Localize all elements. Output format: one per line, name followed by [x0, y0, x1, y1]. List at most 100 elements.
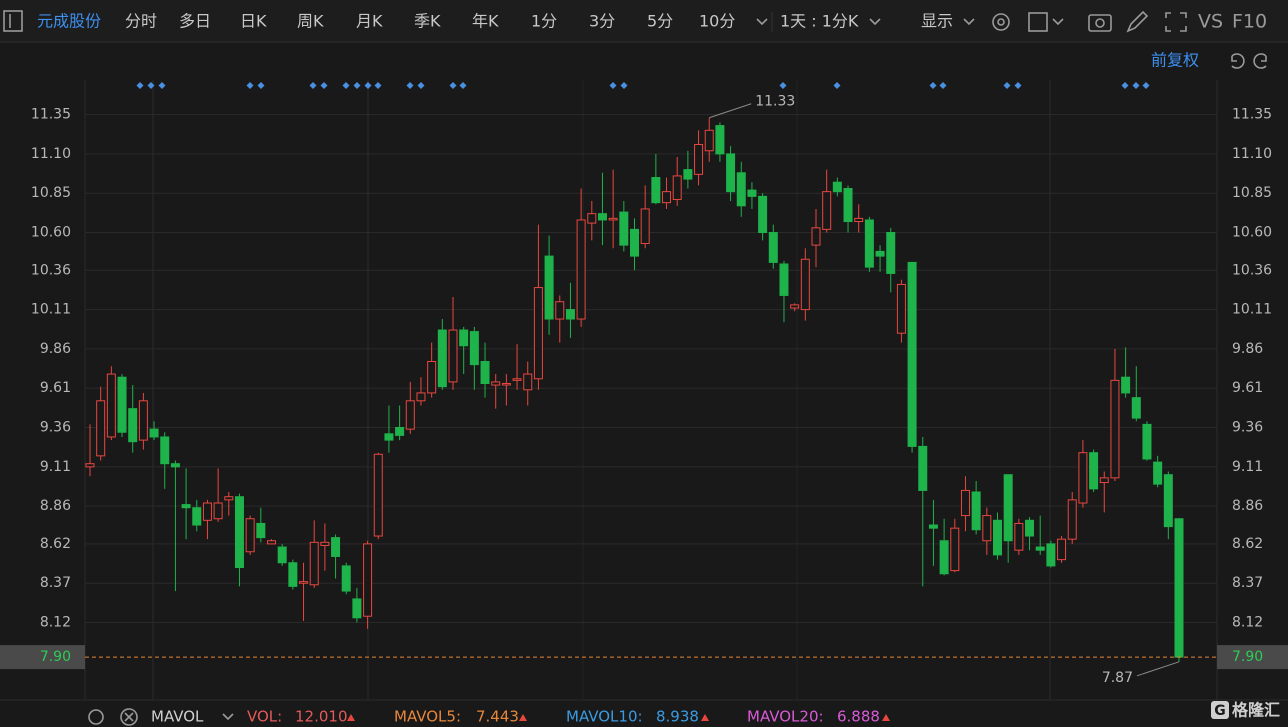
event-diamond [929, 82, 937, 89]
y-tick-label: 11.10 [31, 146, 71, 162]
redo-icon[interactable] [1253, 53, 1267, 69]
event-diamond [309, 82, 317, 89]
candle-body [437, 329, 447, 388]
period-tab[interactable]: 多日 [179, 12, 211, 31]
display-button[interactable]: 显示 [921, 12, 953, 31]
period-tab[interactable]: 3分 [589, 12, 615, 31]
candle-body [395, 427, 405, 436]
event-diamond [1142, 82, 1150, 89]
candle-body [864, 219, 874, 268]
event-diamond [449, 82, 457, 89]
display-chevron[interactable] [963, 18, 975, 26]
candle-body [982, 515, 992, 542]
candle-body [565, 309, 575, 320]
indicator-name[interactable]: MAVOL [151, 708, 204, 726]
candle-body [640, 208, 650, 245]
candle-body [726, 153, 736, 193]
candle-body [875, 250, 885, 257]
candle-body [373, 453, 383, 537]
settings-icon[interactable] [992, 13, 1010, 31]
indicator-settings[interactable] [88, 709, 104, 725]
candle-body [1121, 376, 1131, 394]
undo-icon[interactable] [1231, 53, 1245, 69]
y-tick-label: 10.11 [31, 302, 71, 318]
indicator-label: MAVOL20: [747, 708, 824, 726]
period-select[interactable]: 1天 : 1分K [780, 12, 859, 31]
pen-icon[interactable] [1126, 10, 1149, 33]
candle-body [341, 565, 351, 592]
period-tab[interactable]: 季K [414, 12, 441, 31]
period-tab[interactable]: 年K [472, 12, 499, 31]
indicator-bar: MAVOL VOL: 12.010 MAVOL5: 7.443 MAVOL10: 8.93… [88, 708, 890, 726]
fullscreen-icon[interactable] [1165, 12, 1187, 32]
indicator-chevron[interactable] [222, 713, 234, 721]
period-chevron[interactable] [869, 18, 881, 26]
indicator-value: 12.010 [295, 708, 348, 726]
period-tab[interactable]: 5分 [647, 12, 673, 31]
y-tick-label-right: 9.61 [1232, 380, 1263, 396]
period-tab[interactable]: 日K [240, 12, 267, 31]
candle-body [1163, 474, 1173, 528]
toolbar [0, 0, 1288, 42]
draw-box-icon[interactable] [1028, 12, 1048, 32]
event-diamond [939, 82, 947, 89]
y-tick-label-right: 8.62 [1232, 536, 1263, 552]
candle-body [630, 228, 639, 257]
event-diamond [406, 82, 414, 89]
last-price-label-right: 7.90 [1232, 649, 1263, 665]
indicator-close[interactable] [120, 708, 138, 726]
draw-chevron[interactable] [1052, 18, 1064, 26]
last-price-box-right [1217, 645, 1288, 670]
stock-name[interactable]: 元成股份 [37, 12, 101, 31]
candle-body [971, 491, 981, 531]
candle-body [320, 541, 330, 546]
camera-icon[interactable] [1088, 14, 1112, 32]
candle-body [832, 181, 842, 193]
candle-body [128, 408, 138, 443]
candle-body [715, 125, 725, 155]
event-diamond [779, 82, 787, 89]
period-tab[interactable]: 分时 [125, 12, 157, 31]
candle-body [854, 217, 864, 223]
candle-body [1089, 452, 1099, 490]
indicator-label: MAVOL10: [566, 708, 643, 726]
indicator-close-x [124, 712, 134, 722]
candle-body [544, 255, 554, 320]
settings-icon-core [997, 18, 1005, 26]
candle-body [907, 261, 917, 447]
event-diamond [833, 82, 841, 89]
candle-body [170, 463, 180, 468]
y-tick-label-right: 8.86 [1232, 498, 1263, 514]
candle-body [768, 232, 778, 263]
event-diamond [257, 82, 265, 89]
candle-body [192, 507, 202, 526]
more-chevron[interactable] [756, 18, 768, 26]
adjust-button[interactable]: 前复权 [1151, 51, 1199, 70]
candle-body [480, 360, 490, 384]
candle-body [662, 191, 672, 204]
candle-body [1067, 499, 1077, 540]
y-tick-label-right: 10.85 [1232, 185, 1272, 201]
period-tab[interactable]: 周K [297, 12, 324, 31]
candle-body [224, 496, 234, 501]
candle-body [811, 227, 821, 246]
f10-button[interactable]: F10 [1232, 11, 1267, 33]
period-tab[interactable]: 10分 [699, 12, 735, 31]
candle-body [736, 172, 746, 207]
candle-body [160, 436, 170, 465]
event-diamond [417, 82, 425, 89]
event-diamond [136, 82, 144, 89]
watermark: 格隆汇 [1232, 701, 1280, 720]
period-tab[interactable]: 月K [356, 12, 383, 31]
candle-body [779, 263, 789, 296]
candle-body [459, 329, 469, 347]
y-tick-label-right: 8.12 [1232, 615, 1263, 631]
candle-body [608, 217, 618, 221]
indicator-value: 6.888 [837, 708, 880, 726]
sidebar-toggle[interactable] [3, 10, 23, 32]
period-tab[interactable]: 1分 [531, 12, 557, 31]
candle-body [234, 496, 244, 568]
indicator-value: 7.443 [476, 708, 519, 726]
vs-button[interactable]: VS [1198, 11, 1223, 33]
event-diamond [1121, 82, 1129, 89]
